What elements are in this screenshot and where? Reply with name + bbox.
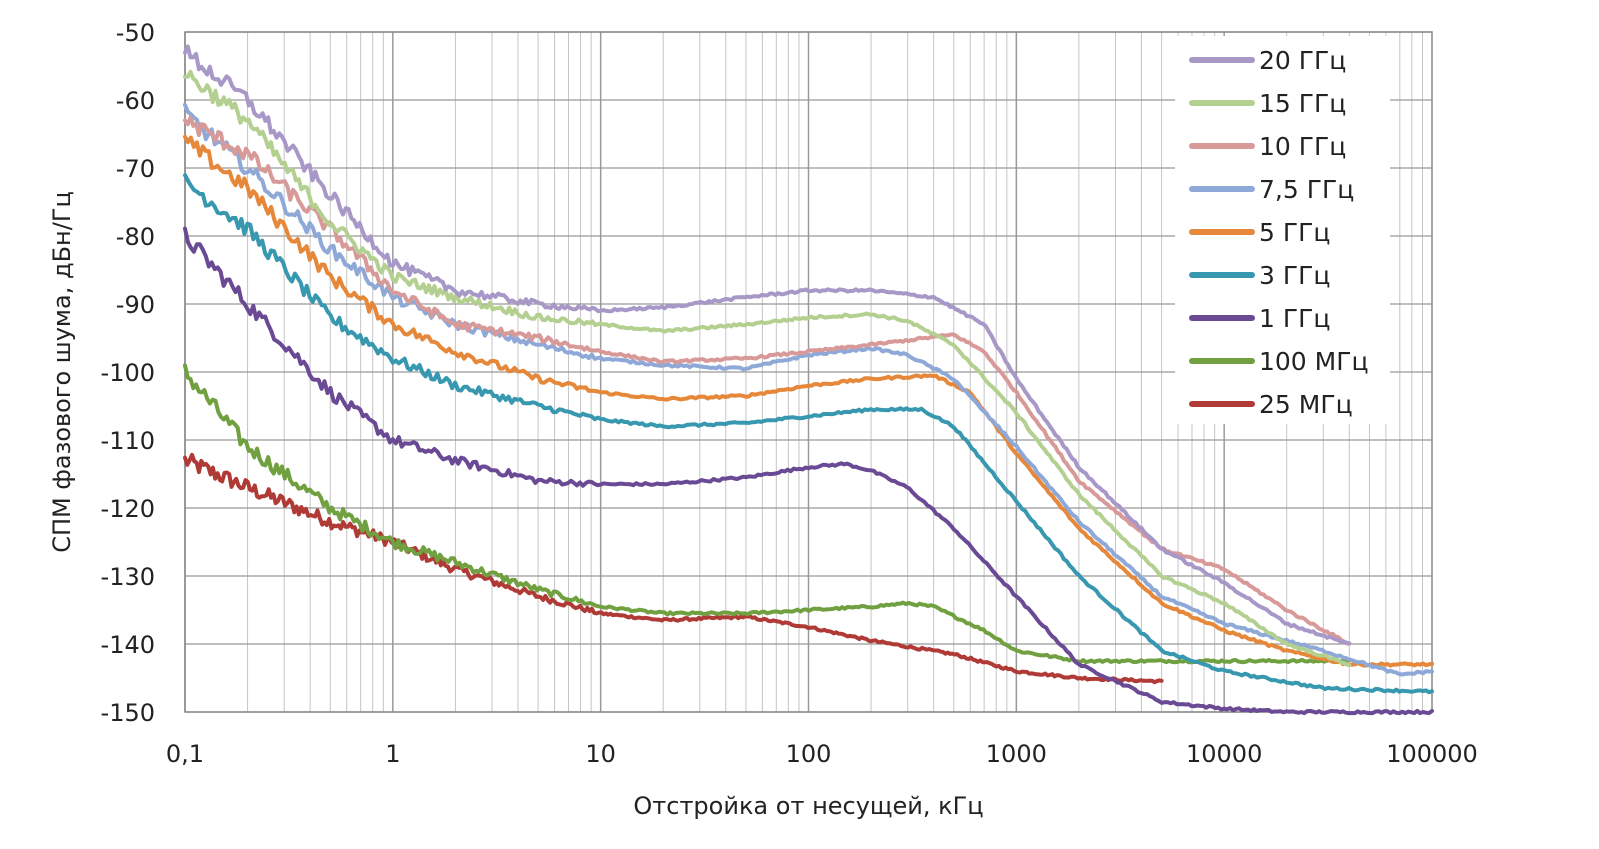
- x-tick-label: 0,1: [166, 740, 204, 768]
- series-line: [183, 115, 1352, 646]
- legend-label: 10 ГГц: [1259, 132, 1346, 161]
- legend: 20 ГГц 15 ГГц 10 ГГц 7,5 ГГц 5 ГГц 3 ГГц 1 ГГц…: [1175, 36, 1390, 424]
- y-axis-tick-labels: -50 -60 -70 -80 -90 -100 -110 -120 -130 -140 -150: [101, 19, 155, 727]
- series-line: [183, 452, 1164, 685]
- x-tick-label: 1000: [986, 740, 1047, 768]
- y-tick-label: -100: [101, 359, 155, 387]
- series-line: [183, 226, 1434, 716]
- series-line: [183, 173, 1434, 695]
- series-line: [183, 69, 1352, 668]
- legend-label: 15 ГГц: [1259, 89, 1346, 118]
- series-line: [183, 363, 1352, 665]
- series-line: [183, 44, 1352, 646]
- y-tick-label: -140: [101, 631, 155, 659]
- x-tick-label: 1: [385, 740, 400, 768]
- y-tick-label: -150: [101, 699, 155, 727]
- legend-label: 100 МГц: [1259, 347, 1369, 376]
- x-tick-label: 100000: [1386, 740, 1478, 768]
- legend-label: 1 ГГц: [1259, 304, 1330, 333]
- legend-label: 20 ГГц: [1259, 46, 1346, 75]
- legend-label: 5 ГГц: [1259, 218, 1330, 247]
- x-axis-title: Отстройка от несущей, кГц: [633, 792, 983, 820]
- x-axis-tick-labels: 0,1 1 10 100 1000 10000 100000: [166, 740, 1478, 768]
- y-tick-label: -130: [101, 563, 155, 591]
- legend-label: 7,5 ГГц: [1259, 175, 1354, 204]
- y-tick-label: -90: [116, 291, 155, 319]
- series-line: [183, 134, 1434, 668]
- y-axis-title: СПМ фазового шума, дБн/Гц: [48, 191, 76, 553]
- x-tick-label: 100: [786, 740, 832, 768]
- y-tick-label: -70: [116, 155, 155, 183]
- y-tick-label: -80: [116, 223, 155, 251]
- x-tick-label: 10000: [1186, 740, 1262, 768]
- x-tick-label: 10: [585, 740, 616, 768]
- legend-label: 3 ГГц: [1259, 261, 1330, 290]
- y-tick-label: -110: [101, 427, 155, 455]
- series-lines: [183, 44, 1434, 716]
- y-tick-label: -50: [116, 19, 155, 47]
- y-tick-label: -60: [116, 87, 155, 115]
- legend-label: 25 МГц: [1259, 390, 1353, 419]
- y-tick-label: -120: [101, 495, 155, 523]
- series-line: [183, 102, 1434, 677]
